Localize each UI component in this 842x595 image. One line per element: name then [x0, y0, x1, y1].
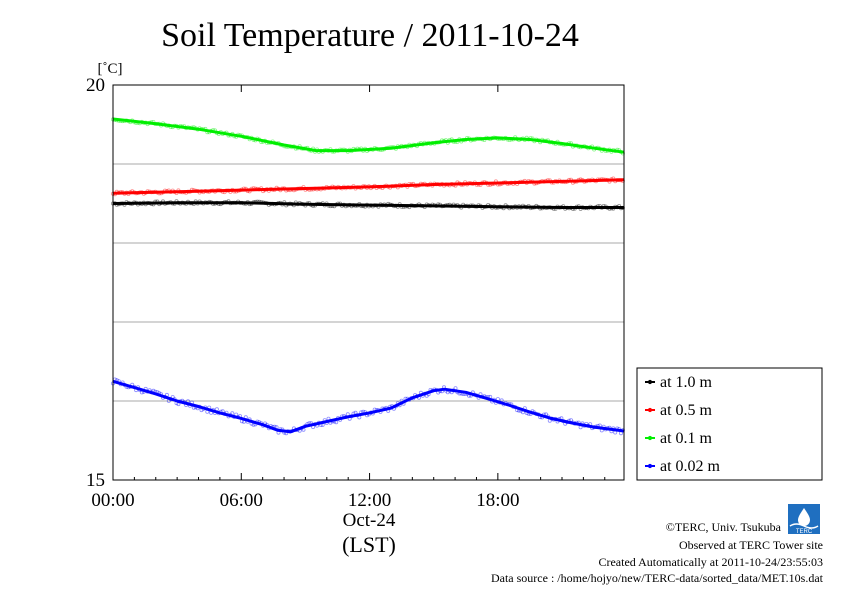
- credit-copyright: ©TERC, Univ. Tsukuba: [666, 520, 782, 534]
- series-at-0-02-m: [111, 377, 625, 436]
- y-axis-label: [˚C]: [98, 61, 123, 77]
- series-line: [112, 178, 625, 195]
- logo-text: TERC: [796, 529, 813, 535]
- terc-logo: TERC: [788, 504, 820, 535]
- data-series: [111, 117, 625, 436]
- series-line: [112, 117, 625, 154]
- credit-source: Data source : /home/hojyo/new/TERC-data/…: [491, 571, 824, 585]
- legend-box: [636, 367, 823, 481]
- y-tick-label: 20: [86, 75, 105, 96]
- legend: at 1.0 m at 0.5 m at 0.1 m at 0.02 m: [636, 367, 823, 481]
- series-at-0-5-m: [111, 176, 625, 197]
- chart-title: Soil Temperature / 2011-10-24: [161, 17, 579, 54]
- legend-label: at 0.5 m: [660, 402, 713, 419]
- credit-site: Observed at TERC Tower site: [679, 538, 823, 552]
- legend-label: at 1.0 m: [660, 374, 713, 391]
- legend-marker: [647, 379, 653, 385]
- x-axis-unit-label: (LST): [342, 532, 396, 557]
- series-at-1-0-m: [111, 199, 625, 211]
- legend-marker: [647, 407, 653, 413]
- series-at-0-1-m: [111, 117, 625, 156]
- x-axis-ticks: 00:00 06:00 12:00 18:00: [91, 85, 606, 511]
- series-line: [112, 379, 625, 434]
- legend-label: at 0.02 m: [660, 458, 721, 475]
- credit-created: Created Automatically at 2011-10-24/23:5…: [598, 555, 823, 569]
- series-line: [112, 201, 624, 209]
- legend-label: at 0.1 m: [660, 430, 713, 447]
- plot-area-frame: [112, 84, 625, 481]
- gridlines: [113, 163, 624, 402]
- legend-marker: [647, 435, 653, 441]
- x-tick-label: 06:00: [220, 490, 263, 511]
- x-tick-label: 18:00: [476, 490, 519, 511]
- x-tick-label: 12:00: [348, 490, 391, 511]
- x-tick-label: 00:00: [91, 490, 134, 511]
- y-tick-label: 15: [86, 470, 105, 491]
- legend-marker: [647, 463, 653, 469]
- x-axis-date-label: Oct-24: [343, 510, 396, 531]
